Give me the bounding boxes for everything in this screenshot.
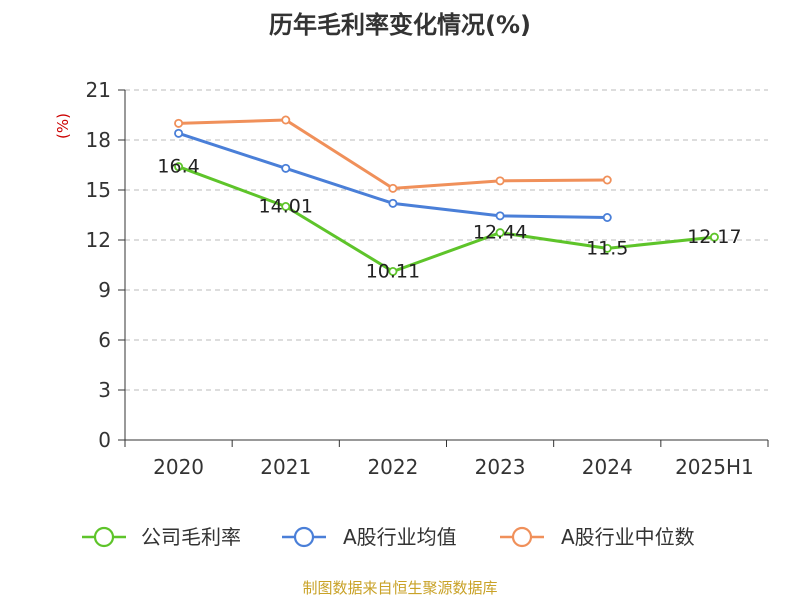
axes: 0 3 6 9 12 15 18 21 2020 2021 2022 2023 2024 2025H1 bbox=[86, 78, 769, 479]
series-lines bbox=[174, 115, 719, 276]
x-tick-label: 2020 bbox=[153, 455, 204, 479]
x-tick-label: 2021 bbox=[260, 455, 311, 479]
legend-item[interactable]: 公司毛利率 bbox=[82, 525, 241, 549]
legend-marker-swatch bbox=[293, 526, 315, 548]
y-tick-label: 3 bbox=[98, 378, 111, 402]
data-point[interactable] bbox=[281, 115, 291, 125]
y-tick-label: 9 bbox=[98, 278, 111, 302]
data-source-note: 制图数据来自恒生聚源数据库 bbox=[302, 579, 497, 597]
legend-marker-swatch bbox=[93, 526, 115, 548]
data-point[interactable] bbox=[602, 212, 612, 222]
x-tick-label: 2024 bbox=[582, 455, 633, 479]
data-point[interactable] bbox=[709, 232, 719, 242]
x-tick-label: 2023 bbox=[475, 455, 526, 479]
data-point[interactable] bbox=[495, 228, 505, 238]
series-line bbox=[178, 165, 715, 273]
data-point[interactable] bbox=[388, 198, 398, 208]
y-tick-label: 0 bbox=[98, 428, 111, 452]
data-labels: 16.4 14.01 10.11 12.44 11.5 12.17 bbox=[157, 156, 741, 283]
y-axis-unit-label: (%) bbox=[54, 113, 72, 139]
data-point[interactable] bbox=[388, 266, 398, 276]
y-tick-label: 15 bbox=[86, 178, 111, 202]
data-point[interactable] bbox=[602, 175, 612, 185]
data-point[interactable] bbox=[495, 176, 505, 186]
x-tick-label: 2025H1 bbox=[675, 455, 754, 479]
data-point[interactable] bbox=[495, 211, 505, 221]
y-tick-label: 6 bbox=[98, 328, 111, 352]
y-tick-label: 18 bbox=[86, 128, 111, 152]
legend-item[interactable]: A股行业均值 bbox=[282, 525, 457, 549]
data-point[interactable] bbox=[602, 243, 612, 253]
data-point[interactable] bbox=[174, 162, 184, 172]
data-point[interactable] bbox=[281, 201, 291, 211]
data-point[interactable] bbox=[174, 128, 184, 138]
y-tick-label: 12 bbox=[86, 228, 111, 252]
data-label: 12.44 bbox=[473, 222, 527, 244]
legend-label: A股行业中位数 bbox=[561, 525, 695, 549]
data-label: 11.5 bbox=[586, 237, 628, 259]
legend[interactable]: 公司毛利率 A股行业均值 A股行业中位数 bbox=[82, 525, 695, 549]
legend-label: A股行业均值 bbox=[343, 525, 457, 549]
x-tick-label: 2022 bbox=[367, 455, 418, 479]
legend-item[interactable]: A股行业中位数 bbox=[500, 525, 695, 549]
data-label: 16.4 bbox=[157, 156, 199, 178]
legend-label: 公司毛利率 bbox=[141, 525, 241, 549]
legend-marker-swatch bbox=[511, 526, 533, 548]
chart-title: 历年毛利率变化情况(%) bbox=[269, 11, 531, 39]
data-label: 12.17 bbox=[687, 226, 741, 248]
data-point[interactable] bbox=[388, 183, 398, 193]
y-tick-label: 21 bbox=[86, 78, 111, 102]
data-point[interactable] bbox=[174, 118, 184, 128]
data-point[interactable] bbox=[281, 163, 291, 173]
data-label: 10.11 bbox=[366, 261, 420, 283]
grid-lines bbox=[125, 89, 768, 391]
data-label: 14.01 bbox=[259, 196, 313, 218]
